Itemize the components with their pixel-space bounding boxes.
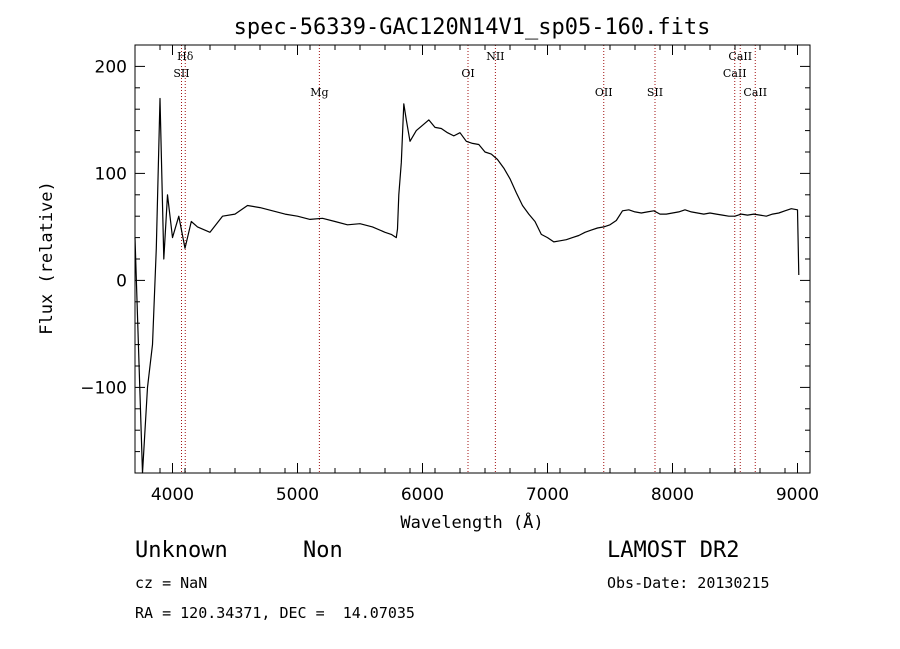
x-tick-label: 9000: [776, 485, 819, 505]
spectrum-line: [134, 97, 800, 474]
y-tick-label: 200: [95, 57, 127, 77]
object-subclass: Non: [303, 538, 343, 563]
redshift-cz: cz = NaN: [135, 574, 208, 592]
marker-label: SII: [647, 86, 663, 99]
coordinates: RA = 120.34371, DEC = 14.07035: [135, 604, 415, 622]
marker-label: SII: [173, 67, 189, 80]
marker-label: CaII: [723, 67, 747, 80]
x-axis-label: Wavelength (Å): [400, 511, 543, 533]
axis-ticks: 4000 5000 6000 7000 8000 9000 −100 0 100 200: [80, 44, 819, 505]
marker-label: NII: [486, 50, 504, 63]
spectrum-layer: [134, 97, 800, 474]
marker-label: Hδ: [177, 50, 194, 63]
marker-lines: Hδ SII Mg OI NII OII SII CaII CaII CaII: [173, 45, 767, 473]
marker-label: CaII: [728, 50, 752, 63]
x-tick-label: 4000: [151, 485, 194, 505]
y-tick-label: −100: [80, 378, 127, 398]
y-tick-label: 0: [116, 271, 127, 291]
observation-date: Obs-Date: 20130215: [607, 574, 770, 592]
spectrum-chart: spec-56339-GAC120N14V1_sp05-160.fits Wav…: [37, 15, 819, 533]
marker-label: Mg: [310, 86, 328, 99]
plot-frame: [134, 44, 811, 474]
chart-title: spec-56339-GAC120N14V1_sp05-160.fits: [234, 15, 711, 40]
marker-label: CaII: [743, 86, 767, 99]
x-tick-label: 7000: [526, 485, 569, 505]
y-tick-label: 100: [95, 164, 127, 184]
x-tick-label: 8000: [651, 485, 694, 505]
object-class: Unknown: [135, 538, 228, 563]
marker-label: OII: [595, 86, 613, 99]
y-axis-label: Flux (relative): [37, 181, 57, 335]
survey-name: LAMOST DR2: [607, 538, 740, 563]
x-tick-label: 6000: [401, 485, 444, 505]
marker-label: OI: [461, 67, 474, 80]
x-tick-label: 5000: [276, 485, 319, 505]
